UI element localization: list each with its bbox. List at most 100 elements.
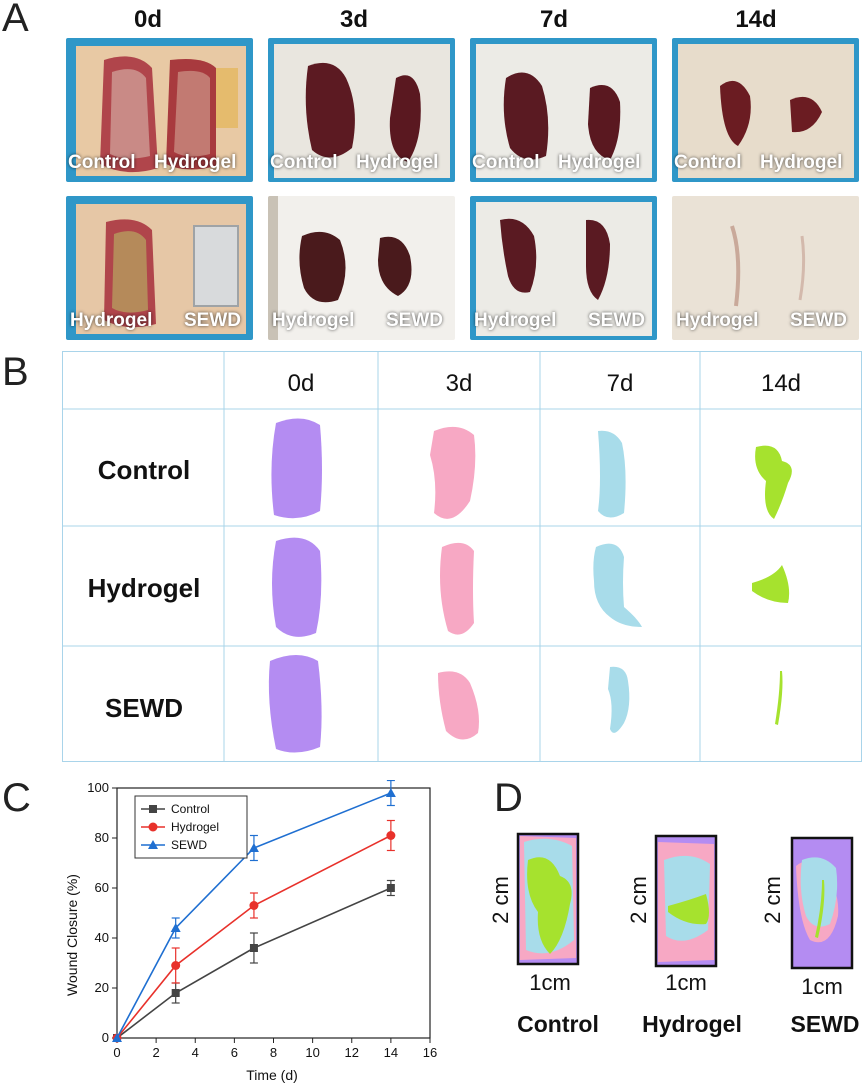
x-tick-label: 16 bbox=[423, 1045, 437, 1060]
overlay-height-label: 2 cm bbox=[488, 876, 513, 924]
wound-photo-row1-14d: Control Hydrogel bbox=[672, 38, 859, 182]
grid-row-hydrogel: Hydrogel bbox=[88, 573, 201, 603]
trace-sewd-0d bbox=[268, 655, 322, 753]
wound-photo-image bbox=[268, 38, 455, 182]
trace-sewd-7d bbox=[608, 666, 630, 733]
trace-control-7d bbox=[598, 430, 626, 518]
x-tick-label: 8 bbox=[270, 1045, 277, 1060]
legend-marker-control bbox=[149, 805, 157, 813]
panel-c-letter: C bbox=[2, 776, 31, 820]
y-tick-label: 40 bbox=[95, 930, 109, 945]
series-line-sewd bbox=[116, 792, 392, 1039]
wound-photo-row2-3d: Hydrogel SEWD bbox=[268, 196, 455, 340]
x-tick-label: 12 bbox=[345, 1045, 359, 1060]
point-sewd bbox=[170, 923, 181, 932]
point-hydrogel bbox=[171, 961, 181, 970]
point-sewd bbox=[385, 788, 396, 797]
photo-label-left: Hydrogel bbox=[70, 310, 153, 331]
wound-photo-row1-7d: Control Hydrogel bbox=[470, 38, 657, 182]
wound-photo-image bbox=[268, 196, 455, 340]
panel-a-day-14: 14d bbox=[735, 6, 777, 33]
panel-a-day-7: 7d bbox=[539, 6, 568, 33]
grid-head-7d: 7d bbox=[607, 370, 634, 397]
point-control bbox=[386, 884, 395, 892]
wound-closure-chart: 0 2 4 6 8 10 12 14 16 0 20 40 60 80 100 Control Hydroge… bbox=[64, 780, 437, 1083]
wound-photo-row1-3d: Control Hydrogel bbox=[268, 38, 455, 182]
overlay-group-control: Control bbox=[517, 1011, 599, 1037]
point-sewd bbox=[112, 1033, 122, 1042]
wound-trace-grid: 0d 3d 7d 14d Control Hydrogel SEWD bbox=[62, 351, 862, 762]
legend-label-control: Control bbox=[171, 802, 210, 816]
trace-sewd-3d bbox=[438, 671, 479, 740]
trace-hydrogel-0d bbox=[272, 537, 322, 637]
wound-photo-image bbox=[672, 196, 859, 340]
wound-overlay-panel: 2 cm 1cm Control 2 cm 1cm Hydrogel 2 cm … bbox=[488, 832, 860, 1037]
photo-label-right: Hydrogel bbox=[154, 152, 237, 173]
x-tick-label: 10 bbox=[305, 1045, 319, 1060]
wound-photo-image bbox=[66, 196, 253, 340]
overlay-height-label: 2 cm bbox=[760, 876, 785, 924]
y-tick-label: 80 bbox=[95, 830, 109, 845]
point-control bbox=[249, 944, 258, 952]
legend-marker-hydrogel bbox=[148, 822, 158, 832]
photo-label-right: Hydrogel bbox=[760, 152, 843, 173]
wound-photo-image bbox=[470, 196, 657, 340]
overlay-hydrogel: 2 cm 1cm Hydrogel bbox=[626, 834, 742, 1037]
x-tick-label: 2 bbox=[153, 1045, 160, 1060]
x-tick-label: 0 bbox=[113, 1045, 120, 1060]
trace-control-3d bbox=[430, 426, 476, 519]
photo-label-left: Control bbox=[674, 152, 742, 173]
photo-label-left: Hydrogel bbox=[474, 310, 557, 331]
trace-hydrogel-3d bbox=[440, 542, 474, 635]
wound-photo-row1-0d: Control Hydrogel bbox=[66, 38, 253, 182]
point-sewd bbox=[248, 843, 259, 852]
panel-a-letter: A bbox=[2, 0, 29, 40]
panel-a-day-3: 3d bbox=[339, 6, 368, 33]
photo-label-right: SEWD bbox=[588, 310, 645, 331]
grid-head-3d: 3d bbox=[446, 370, 473, 397]
photo-label-left: Control bbox=[472, 152, 540, 173]
photo-label-right: SEWD bbox=[184, 310, 241, 331]
photo-label-right: SEWD bbox=[386, 310, 443, 331]
legend-marker-sewd bbox=[148, 840, 158, 849]
photo-label-right: Hydrogel bbox=[356, 152, 439, 173]
point-hydrogel bbox=[249, 901, 259, 910]
point-hydrogel bbox=[386, 831, 396, 840]
trace-control-14d bbox=[755, 445, 792, 519]
photo-label-right: Hydrogel bbox=[558, 152, 641, 173]
photo-label-left: Control bbox=[68, 152, 136, 173]
panel-a-day-0: 0d bbox=[133, 6, 162, 33]
y-tick-label: 60 bbox=[95, 880, 109, 895]
y-tick-label: 0 bbox=[102, 1030, 109, 1045]
overlay-width-label: 1cm bbox=[801, 974, 843, 999]
photo-label-right: SEWD bbox=[790, 310, 847, 331]
photo-label-left: Hydrogel bbox=[676, 310, 759, 331]
overlay-group-hydrogel: Hydrogel bbox=[642, 1011, 742, 1037]
x-tick-label: 4 bbox=[192, 1045, 199, 1060]
trace-sewd-14d bbox=[775, 671, 783, 725]
trace-control-0d bbox=[271, 418, 322, 519]
grid-head-0d: 0d bbox=[288, 370, 315, 397]
series-line-hydrogel bbox=[116, 834, 392, 1039]
grid-row-control: Control bbox=[98, 455, 190, 485]
chart-x-axis-label: Time (d) bbox=[246, 1067, 298, 1083]
y-tick-label: 100 bbox=[87, 780, 109, 795]
overlay-control: 2 cm 1cm Control bbox=[488, 832, 599, 1037]
wound-photo-image bbox=[672, 38, 859, 182]
panel-b-letter: B bbox=[2, 350, 29, 394]
overlay-width-label: 1cm bbox=[529, 970, 571, 995]
wound-photo-row2-7d: Hydrogel SEWD bbox=[470, 196, 657, 340]
grid-head-14d: 14d bbox=[761, 370, 801, 397]
wound-photo-image bbox=[66, 38, 253, 182]
overlay-width-label: 1cm bbox=[665, 970, 707, 995]
x-tick-label: 14 bbox=[384, 1045, 398, 1060]
legend-label-hydrogel: Hydrogel bbox=[171, 820, 219, 834]
grid-row-sewd: SEWD bbox=[105, 693, 183, 723]
wound-photo-row2-0d: Hydrogel SEWD bbox=[66, 196, 253, 340]
legend-label-sewd: SEWD bbox=[171, 838, 207, 852]
trace-hydrogel-14d bbox=[752, 565, 790, 603]
y-tick-label: 20 bbox=[95, 980, 109, 995]
panel-d-letter: D bbox=[494, 776, 523, 820]
wound-photo-row2-14d: Hydrogel SEWD bbox=[672, 196, 859, 340]
photo-label-left: Hydrogel bbox=[272, 310, 355, 331]
